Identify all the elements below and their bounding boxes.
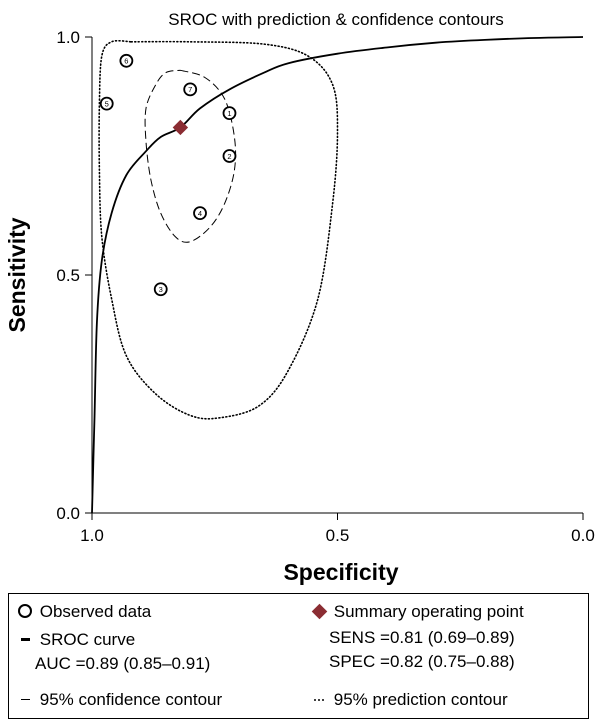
legend-spec: SPEC =0.82 (0.75–0.88): [329, 652, 515, 671]
observed-point-label: 3: [159, 285, 163, 294]
observed-point-label: 2: [227, 152, 231, 161]
observed-point-7: 7: [183, 82, 198, 97]
legend: Observed data SROC curve AUC =0.89 (0.85…: [8, 593, 589, 719]
y-tick-label: 0.0: [56, 504, 80, 523]
summary-operating-point: [172, 119, 189, 136]
legend-auc: AUC =0.89 (0.85–0.91): [35, 654, 211, 673]
summary-point-icon: [311, 603, 327, 620]
axes: 0.0 0.5 1.0 1.0 0.5 0.0: [56, 28, 594, 545]
observed-point-label: 7: [188, 85, 192, 94]
y-tick-label: 0.5: [56, 266, 80, 285]
observed-point-marker: [183, 82, 198, 97]
observed-point-5: 5: [99, 96, 114, 111]
observed-point-marker: [153, 282, 168, 297]
observed-point-marker: [99, 96, 114, 111]
observed-point-marker: [193, 206, 207, 221]
observed-data-icon: [18, 604, 32, 618]
x-axis-label: Specificity: [283, 559, 398, 585]
chart-title: SROC with prediction & confidence contou…: [168, 10, 503, 29]
legend-confidence: 95% confidence contour: [15, 690, 222, 710]
solid-line-icon: [20, 638, 30, 641]
observed-point-6: 6: [119, 53, 134, 68]
observed-point-label: 1: [227, 109, 231, 118]
observed-point-3: 3: [153, 282, 168, 297]
sroc-curve: [91, 36, 584, 514]
legend-sroc-curve: SROC curve: [15, 630, 135, 650]
observed-point-label: 5: [105, 99, 109, 108]
observed-point-2: 2: [222, 149, 237, 163]
x-tick-label: 1.0: [80, 526, 104, 545]
y-axis-label: Sensitivity: [4, 217, 30, 332]
contours: [91, 36, 584, 514]
x-tick-label: 0.5: [326, 526, 350, 545]
observed-point-label: 4: [198, 209, 202, 218]
observed-point-label: 6: [124, 57, 128, 66]
sroc-chart: SROC with prediction & confidence contou…: [4, 10, 595, 585]
observed-point-marker: [222, 106, 237, 121]
observed-point-4: 4: [193, 206, 207, 221]
legend-observed: Observed data: [15, 602, 151, 622]
observed-point-marker: [119, 53, 134, 68]
y-tick-label: 1.0: [56, 28, 80, 47]
observed-point-1: 1: [222, 106, 237, 121]
legend-sens: SENS =0.81 (0.69–0.89): [329, 628, 515, 647]
observed-point-marker: [222, 149, 237, 163]
dotted-line-icon: [313, 699, 325, 701]
observed-points: 1 2 3 4 5 6 7: [99, 53, 237, 297]
prediction-contour: [98, 39, 339, 420]
x-tick-label: 0.0: [571, 526, 595, 545]
legend-prediction: 95% prediction contour: [309, 690, 508, 710]
legend-summary: Summary operating point: [309, 602, 524, 622]
dashed-line-icon: [20, 699, 30, 700]
